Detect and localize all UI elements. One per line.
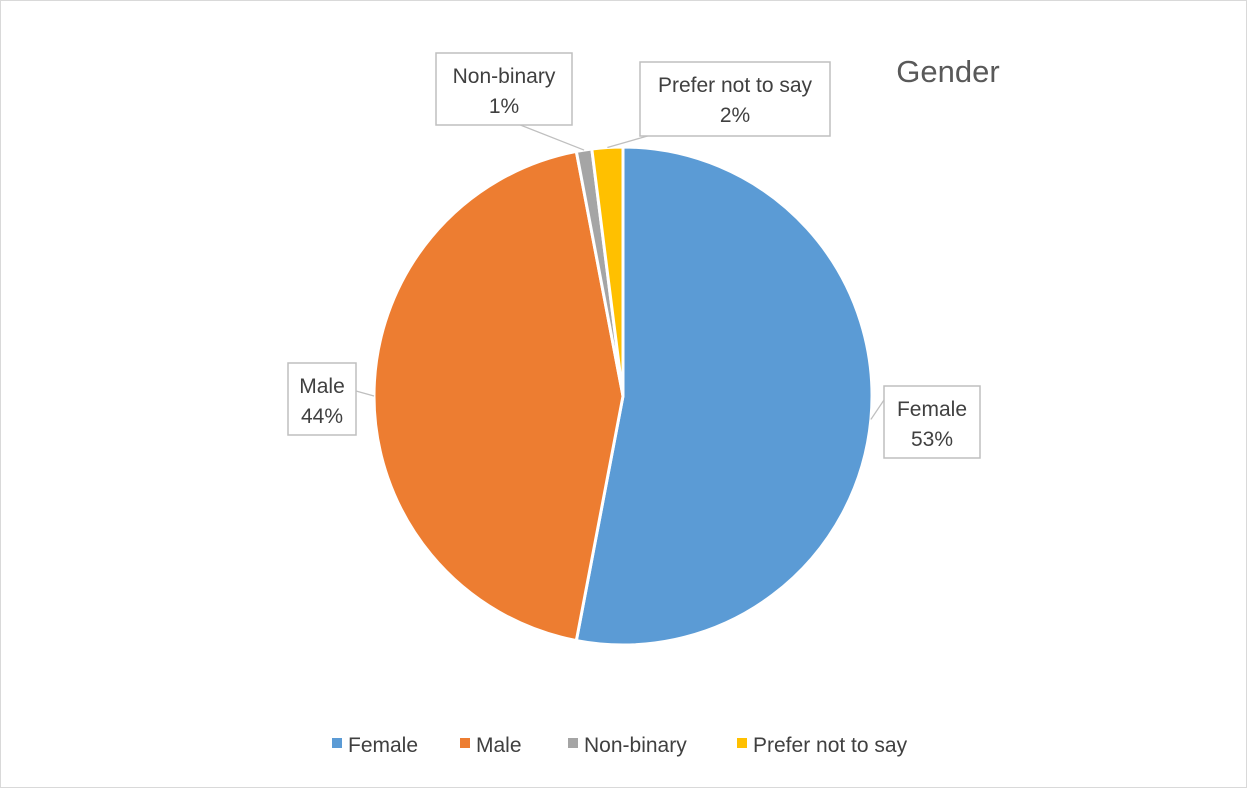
- data-labels: Female 53% Male 44% Non-binary 1% Prefer not t…: [287, 52, 981, 459]
- leader-line-prefer-not-to-say: [607, 135, 648, 149]
- data-label-percent: 53%: [911, 428, 953, 451]
- leader-line-male: [355, 390, 375, 397]
- legend-swatch-non-binary: [568, 738, 578, 748]
- legend-label-non-binary: Non-binary: [584, 734, 687, 757]
- legend: Female Male Non-binary Prefer not to say: [332, 734, 908, 757]
- legend-label-prefer-not-to-say: Prefer not to say: [753, 734, 908, 757]
- data-label-percent: 1%: [489, 95, 519, 118]
- data-label-category: Female: [897, 398, 967, 421]
- pie-slice-male: [372, 149, 625, 643]
- leader-lines: [355, 124, 885, 420]
- data-label-percent: 2%: [720, 104, 750, 127]
- data-label-percent: 44%: [301, 405, 343, 428]
- data-label-box-female: [883, 385, 981, 459]
- data-label-box-prefer-not-to-say: [639, 61, 831, 137]
- data-label-box-male: [287, 362, 357, 436]
- data-label-category: Prefer not to say: [658, 74, 813, 97]
- data-label-category: Non-binary: [453, 65, 556, 88]
- legend-swatch-female: [332, 738, 342, 748]
- legend-label-female: Female: [348, 734, 418, 757]
- data-label-category: Male: [299, 375, 345, 398]
- leader-line-female: [870, 399, 885, 420]
- legend-swatch-prefer-not-to-say: [737, 738, 747, 748]
- legend-label-male: Male: [476, 734, 522, 757]
- pie-slices: [372, 145, 874, 647]
- leader-line-non-binary: [520, 124, 585, 151]
- pie-slice-female: [574, 145, 874, 647]
- pie-slice-prefer-not-to-say: [590, 145, 625, 398]
- chart-title: Gender: [896, 54, 999, 89]
- legend-swatch-male: [460, 738, 470, 748]
- data-label-box-non-binary: [435, 52, 573, 126]
